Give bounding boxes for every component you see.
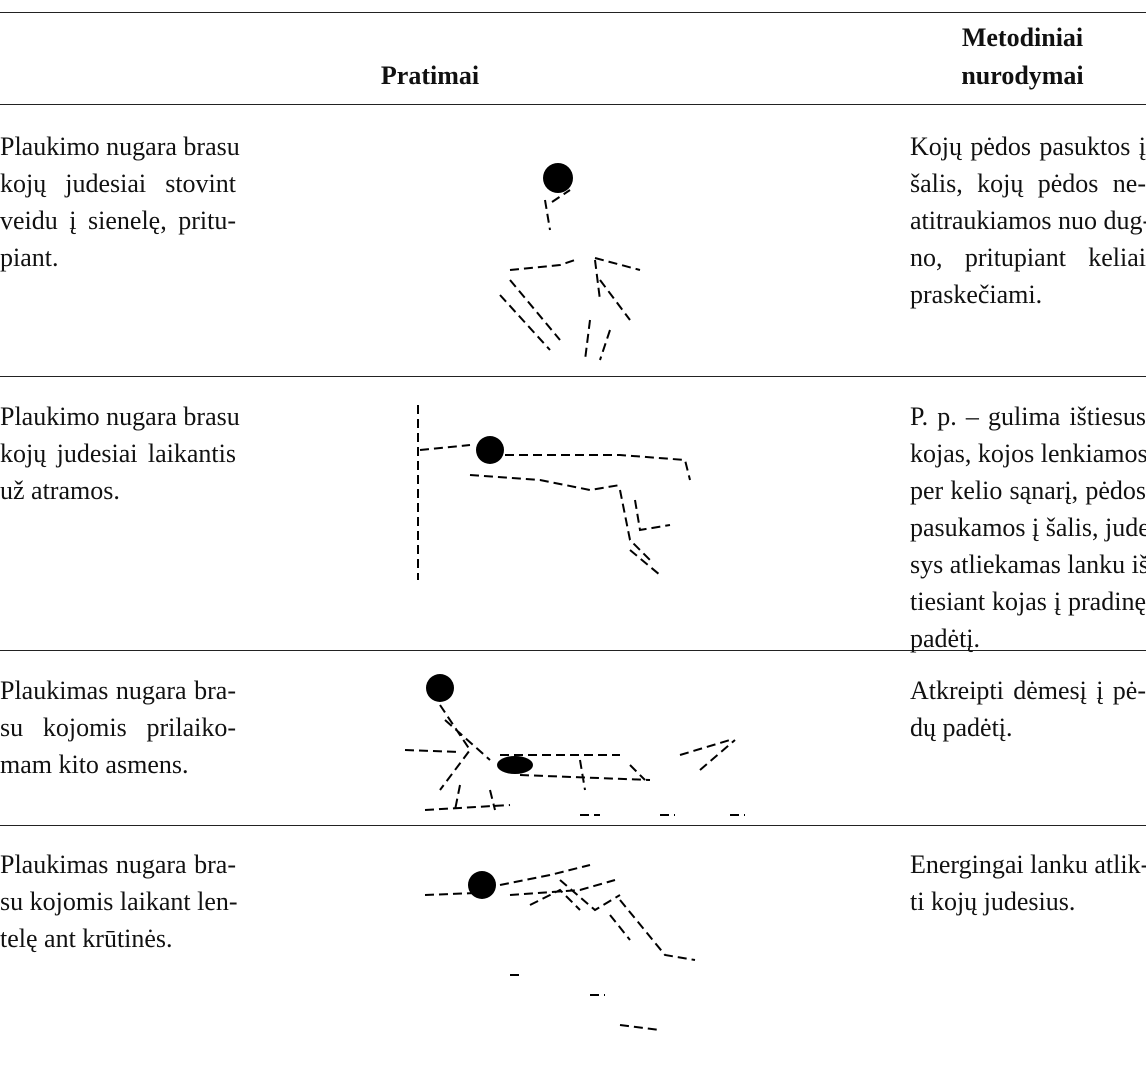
text-line: Plaukimas nugara bra-: [0, 676, 236, 705]
row-rule: [0, 650, 1146, 651]
notes-cell: P. p. – gulima ištiesus kojas, kojos lenk…: [910, 398, 1146, 657]
text-line: sys atliekamas lanku iš-: [910, 550, 1146, 579]
text-line: padėtį.: [910, 624, 981, 653]
figure-support: [417, 405, 691, 580]
text-line: Energingai lanku atlik-: [910, 850, 1146, 879]
exercise-cell: Plaukimo nugara brasu kojų judesiai laika…: [0, 398, 240, 509]
text-line: Plaukimo nugara brasu: [0, 402, 240, 431]
figure-partner: [404, 674, 745, 816]
text-line: kojų judesiai stovint: [0, 169, 236, 198]
header-notes-line: nurodymai: [961, 61, 1084, 90]
text-line: telę ant krūtinės.: [0, 924, 173, 953]
text-line: šalis, kojų pėdos ne-: [910, 169, 1146, 198]
header-notes-line: Metodiniai: [961, 23, 1084, 52]
text-line: pasukamos į šalis, jude-: [910, 513, 1146, 542]
text-line: Plaukimas nugara bra-: [0, 850, 236, 879]
text-line: dų padėtį.: [910, 713, 1013, 742]
text-line: per kelio sąnarį, pėdos: [910, 476, 1146, 505]
text-line: su kojomis prilaiko-: [0, 713, 236, 742]
text-line: ti kojų judesius.: [910, 887, 1076, 916]
text-line: su kojomis laikant len-: [0, 887, 238, 916]
figure-squat: [499, 163, 641, 361]
header-exercises: Pratimai: [380, 61, 480, 90]
top-rule: [0, 12, 1146, 13]
text-line: veidu į sienelę, pritu-: [0, 206, 236, 235]
text-line: Kojų pėdos pasuktos į: [910, 132, 1146, 161]
header-rule: [0, 104, 1146, 105]
text-line: už atramos.: [0, 476, 120, 505]
text-line: no, pritupiant keliai: [910, 243, 1146, 272]
exercise-cell: Plaukimo nugara brasu kojų judesiai stovi…: [0, 128, 240, 276]
text-line: Plaukimo nugara brasu: [0, 132, 240, 161]
row-rule: [0, 825, 1146, 826]
text-line: praskečiami.: [910, 280, 1043, 309]
text-line: P. p. – gulima ištiesus: [910, 402, 1146, 431]
notes-cell: Energingai lanku atlik-ti kojų judesius.: [910, 846, 1146, 920]
row-rule: [0, 376, 1146, 377]
text-line: atitraukiamos nuo dug-: [910, 206, 1146, 235]
text-line: mam kito asmens.: [0, 750, 189, 779]
exercise-cell: Plaukimas nugara bra-su kojomis laikant …: [0, 846, 238, 957]
text-line: Atkreipti dėmesį į pė-: [910, 676, 1146, 705]
text-line: piant.: [0, 243, 59, 272]
notes-cell: Atkreipti dėmesį į pė-dų padėtį.: [910, 672, 1146, 746]
figure-board: [424, 864, 696, 1031]
text-line: kojas, kojos lenkiamos: [910, 439, 1146, 468]
text-line: kojų judesiai laikantis: [0, 439, 236, 468]
text-line: tiesiant kojas į pradinę: [910, 587, 1146, 616]
notes-cell: Kojų pėdos pasuktos į šalis, kojų pėdos n…: [910, 128, 1146, 313]
exercise-cell: Plaukimas nugara bra-su kojomis prilaiko…: [0, 672, 236, 783]
header-notes: Metodiniai nurodymai: [905, 19, 1140, 95]
